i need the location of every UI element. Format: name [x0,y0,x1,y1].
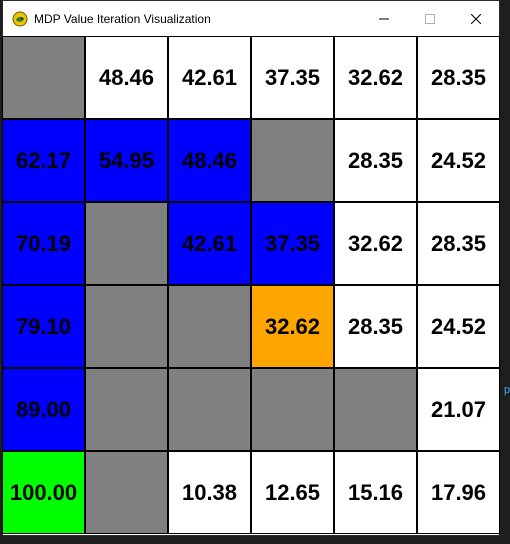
close-icon [471,13,481,24]
grid-cell-agent: 32.62 [251,285,334,368]
grid-cell-empty: 21.07 [417,368,500,451]
grid-cell-empty: 24.52 [417,119,500,202]
minimize-button[interactable] [361,1,407,36]
title-bar[interactable]: MDP Value Iteration Visualization [3,1,499,36]
grid-cell-empty: 32.62 [334,202,417,285]
grid-cell-empty: 15.16 [334,451,417,534]
grid-cell-wall [85,202,168,285]
grid-cell-path: 37.35 [251,202,334,285]
grid-cell-goal: 100.00 [2,451,85,534]
grid-cell-empty: 17.96 [417,451,500,534]
grid-cell-empty: 32.62 [334,36,417,119]
maximize-icon [425,13,435,24]
minimize-icon [379,18,389,19]
python-snake-icon [12,11,28,26]
grid-cell-wall [334,368,417,451]
grid-cell-wall [251,368,334,451]
grid-cell-wall [85,451,168,534]
grid-cell-empty: 28.35 [417,202,500,285]
grid-cell-empty: 37.35 [251,36,334,119]
grid-cell-wall [2,36,85,119]
grid-cell-empty: 24.52 [417,285,500,368]
background-text-fragment: p [504,384,510,396]
grid-cell-path: 70.19 [2,202,85,285]
window-title: MDP Value Iteration Visualization [34,11,211,26]
grid-cell-empty: 28.35 [334,119,417,202]
grid-cell-empty: 12.65 [251,451,334,534]
grid-cell-wall [168,368,251,451]
grid-cell-wall [85,285,168,368]
grid-cell-path: 62.17 [2,119,85,202]
grid-cell-path: 79.10 [2,285,85,368]
caption-buttons [361,1,499,36]
grid-cell-wall [168,285,251,368]
grid-cell-empty: 10.38 [168,451,251,534]
grid-cell-empty: 48.46 [85,36,168,119]
value-grid: 48.46 42.61 37.35 32.62 28.35 62.17 54.95 48.46… [2,36,500,534]
grid-cell-path: 48.46 [168,119,251,202]
grid-cell-wall [251,119,334,202]
grid-cell-empty: 28.35 [417,36,500,119]
grid-cell-empty: 42.61 [168,36,251,119]
grid-cell-path: 89.00 [2,368,85,451]
grid-cell-wall [85,368,168,451]
background-strip [500,0,510,544]
grid-cell-path: 42.61 [168,202,251,285]
close-button[interactable] [453,1,499,36]
grid-cell-empty: 28.35 [334,285,417,368]
maximize-button[interactable] [407,1,453,36]
grid-cell-path: 54.95 [85,119,168,202]
